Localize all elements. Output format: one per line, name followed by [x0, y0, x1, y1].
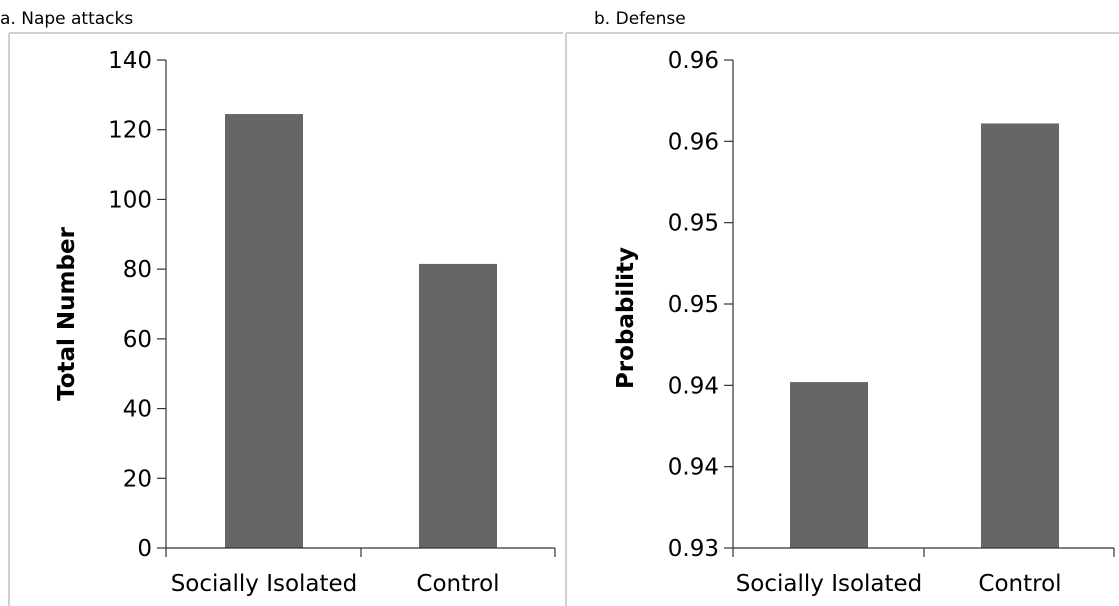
panel-b-y-axis-title: Probability	[613, 247, 639, 389]
panel-a-category-label-0: Socially Isolated	[171, 571, 358, 597]
panel-b-title: b. Defense	[594, 9, 686, 29]
panel-a-y-tick-label-7: 140	[108, 48, 152, 74]
panel-a-category-label-1: Control	[416, 571, 499, 597]
panel-a-y-tick-label-1: 20	[123, 466, 152, 492]
panel-b-y-tick-label-4: 0.95	[668, 211, 719, 237]
panel-a-y-tick-label-2: 40	[123, 397, 152, 423]
panel-a-y-tick-label-5: 100	[108, 187, 152, 213]
panel-b-bar-0	[790, 382, 868, 548]
panel-b-category-label-1: Control	[978, 571, 1061, 597]
panel-a-plot-area: 0 20 40 60 80 100 120 140 Socially Isolated Contr…	[108, 48, 556, 597]
panel-b-category-label-0: Socially Isolated	[736, 571, 923, 597]
panel-a-bar-1	[419, 263, 497, 548]
panel-a-y-tick-label-6: 120	[108, 118, 152, 144]
panel-b-y-tick-label-3: 0.95	[668, 292, 719, 318]
panel-b-y-tick-label-2: 0.94	[668, 373, 719, 399]
panel-b-plot-area: 0.93 0.94 0.94 0.95 0.95 0.96 0.96 Socially Iso…	[668, 48, 1115, 597]
panel-a-y-tick-label-4: 80	[123, 257, 152, 283]
panel-a-bar-0	[225, 114, 303, 549]
panel-b-bar-1	[981, 123, 1059, 548]
panel-a-y-axis-title: Total Number	[54, 226, 80, 400]
panel-b-y-tick-label-5: 0.96	[668, 129, 719, 155]
panel-b-y-tick-label-0: 0.93	[668, 536, 719, 562]
panel-b-y-tick-label-6: 0.96	[668, 48, 719, 74]
panel-b-y-tick-label-1: 0.94	[668, 455, 719, 481]
panel-a-y-tick-label-3: 60	[123, 327, 152, 353]
panel-a-y-tick-label-0: 0	[137, 536, 152, 562]
panel-a-title: a. Nape attacks	[0, 9, 133, 29]
